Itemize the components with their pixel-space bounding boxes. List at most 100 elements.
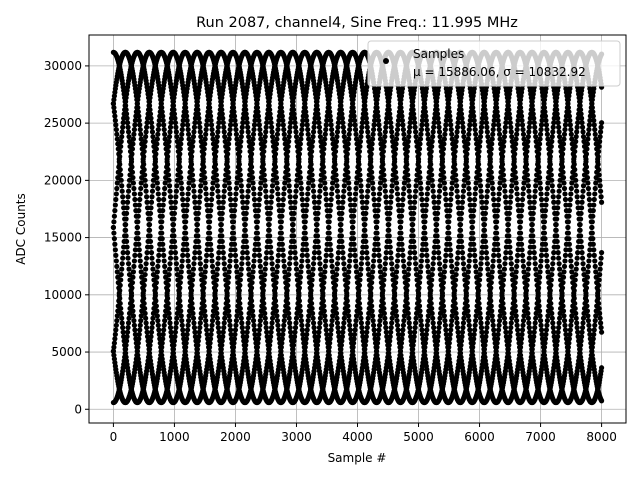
data-point <box>322 318 328 324</box>
data-point <box>597 177 603 183</box>
data-point <box>376 191 383 197</box>
data-point <box>265 354 271 360</box>
data-point <box>113 196 119 203</box>
data-point <box>286 266 292 272</box>
data-point <box>348 247 354 253</box>
data-point <box>585 136 591 142</box>
data-point <box>394 126 401 133</box>
data-point <box>487 159 493 165</box>
data-point <box>215 194 221 200</box>
data-point <box>574 129 580 135</box>
data-point <box>206 224 212 231</box>
data-point <box>585 131 592 137</box>
data-point <box>351 202 358 208</box>
data-point <box>120 120 126 126</box>
data-point <box>262 134 268 140</box>
data-point <box>315 115 322 121</box>
data-point <box>461 315 467 321</box>
data-point <box>509 134 515 140</box>
data-point <box>178 269 184 275</box>
data-point <box>593 180 599 186</box>
data-point <box>255 208 261 214</box>
data-point <box>138 269 144 275</box>
data-point <box>592 185 598 192</box>
data-point <box>383 124 389 130</box>
data-point <box>396 208 402 214</box>
data-point <box>184 202 190 208</box>
data-point <box>597 183 603 189</box>
data-point <box>579 124 586 130</box>
data-point <box>395 196 401 203</box>
data-point <box>334 315 340 321</box>
data-point <box>400 122 406 128</box>
data-point <box>538 196 545 203</box>
data-point <box>252 247 258 253</box>
data-point <box>403 156 409 162</box>
data-point <box>472 322 478 328</box>
data-point <box>441 274 447 280</box>
data-point <box>137 122 143 128</box>
data-point <box>439 290 446 296</box>
data-point <box>123 111 130 117</box>
data-point <box>245 124 251 130</box>
data-point <box>346 313 352 319</box>
data-point <box>550 320 556 326</box>
data-point <box>119 129 125 135</box>
data-point <box>166 271 172 278</box>
data-point <box>304 117 310 124</box>
data-point <box>591 202 597 208</box>
data-point <box>543 327 550 333</box>
data-point <box>304 202 310 208</box>
data-point <box>406 320 412 326</box>
data-point <box>160 331 166 338</box>
data-point <box>259 303 265 309</box>
data-point <box>399 113 405 119</box>
data-point <box>508 129 514 135</box>
data-point <box>598 120 605 126</box>
data-point <box>484 325 490 331</box>
data-point <box>536 280 542 286</box>
data-point <box>466 258 472 264</box>
data-point <box>353 263 359 270</box>
data-point <box>454 266 460 272</box>
data-point <box>251 322 257 328</box>
data-point <box>300 202 306 208</box>
data-point <box>170 350 176 356</box>
data-point <box>201 164 207 170</box>
data-point <box>401 136 407 142</box>
data-point <box>598 188 604 194</box>
data-point <box>461 183 467 189</box>
data-point <box>297 169 303 175</box>
data-point <box>329 131 335 137</box>
data-point <box>268 329 274 335</box>
data-point <box>245 325 251 331</box>
data-point <box>226 180 232 186</box>
data-point <box>173 325 179 331</box>
data-point <box>196 199 202 205</box>
data-point <box>252 331 258 338</box>
data-point <box>328 117 334 124</box>
data-point <box>114 263 120 270</box>
data-point <box>119 320 125 326</box>
data-point <box>425 131 431 137</box>
data-point <box>190 134 197 140</box>
data-point <box>210 180 216 186</box>
data-point <box>154 313 160 319</box>
data-point <box>344 285 350 291</box>
data-point <box>451 293 457 299</box>
data-point <box>334 320 341 326</box>
data-point <box>323 327 329 333</box>
data-point <box>208 252 215 258</box>
data-point <box>405 177 411 183</box>
data-point <box>501 315 508 321</box>
data-point <box>335 194 341 200</box>
data-point <box>580 134 587 140</box>
data-point <box>263 325 269 331</box>
data-point <box>424 258 430 264</box>
data-point <box>174 315 180 321</box>
data-point <box>206 219 212 225</box>
data-point <box>543 252 550 258</box>
data-point <box>542 336 549 342</box>
data-point <box>300 208 306 214</box>
data-point <box>542 208 549 214</box>
